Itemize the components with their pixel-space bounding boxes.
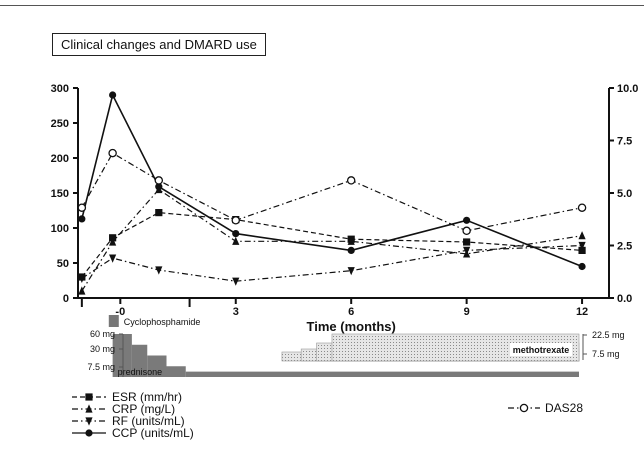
crp-marker — [347, 236, 355, 245]
crp-marker — [232, 236, 240, 245]
prednisone-label: prednisone — [118, 367, 163, 377]
crp-series-line — [81, 188, 583, 292]
left-tick-label: 250 — [51, 118, 69, 130]
das28-marker — [77, 203, 87, 212]
right-tick-label: 5.0 — [617, 188, 632, 200]
rf-marker — [578, 241, 586, 251]
esr-marker — [85, 393, 93, 401]
prednisone-dose-label: 30 mg — [90, 344, 115, 354]
prednisone-dose-label: 60 mg — [90, 329, 115, 339]
left-tick-label: 200 — [51, 153, 69, 165]
das28-marker — [346, 176, 356, 185]
legend-label: DAS28 — [545, 401, 583, 415]
legend-label: CCP (units/mL) — [112, 426, 194, 440]
rf-marker — [155, 266, 163, 275]
methotrexate-dose-label: 7.5 mg — [592, 349, 620, 359]
das28-marker — [154, 176, 164, 185]
left-tick-label: 100 — [51, 223, 69, 235]
ccp-marker — [109, 91, 117, 99]
das28-marker — [108, 148, 117, 158]
x-tick-label: 6 — [348, 306, 354, 318]
left-tick-label: 0 — [63, 293, 69, 305]
prednisone-bar — [147, 355, 167, 377]
prednisone-bar — [166, 366, 186, 377]
left-tick-label: 150 — [51, 188, 69, 200]
legend-label: RF (units/mL) — [112, 414, 185, 428]
ccp-marker — [578, 262, 586, 271]
x-tick-label: 9 — [464, 306, 470, 318]
legend-label: CRP (mg/L) — [112, 402, 175, 416]
ccp-marker — [155, 183, 163, 191]
rf-marker — [232, 277, 240, 286]
right-tick-label: 0.0 — [617, 293, 632, 305]
das28-marker — [519, 403, 529, 413]
esr-marker — [578, 246, 586, 254]
cyclophosphamide-label: Cyclophosphamide — [124, 317, 201, 327]
rf-marker — [463, 246, 471, 255]
prednisone-bar — [185, 371, 579, 377]
das28-marker — [577, 203, 587, 212]
prednisone-bar — [112, 334, 132, 377]
left-tick-label: 50 — [57, 258, 69, 270]
methotrexate-label-box — [510, 343, 572, 356]
top-rule — [0, 5, 644, 6]
right-tick-label: 7.5 — [617, 136, 632, 148]
esr-marker — [155, 209, 163, 217]
x-tick-label: 3 — [233, 306, 239, 318]
chart-title: Clinical changes and DMARD use — [52, 33, 266, 56]
cyclophosphamide-bar — [108, 315, 119, 327]
ccp-marker — [347, 246, 355, 254]
das28-marker — [462, 226, 471, 236]
right-tick-label: 2.5 — [617, 241, 632, 253]
crp-marker — [78, 286, 86, 295]
x-tick-label: -0 — [115, 306, 125, 318]
right-tick-label: 10.0 — [617, 83, 638, 95]
x-tick-label: 12 — [576, 306, 588, 318]
crp-marker — [85, 404, 93, 413]
legend-label: ESR (mm/hr) — [112, 390, 182, 404]
rf-marker — [347, 267, 355, 276]
rf-marker — [109, 254, 117, 263]
ccp-marker — [463, 216, 471, 224]
x-axis-label: Time (months) — [307, 319, 396, 334]
methotrexate-dose-label: 22.5 mg — [592, 330, 625, 340]
ccp-marker — [78, 215, 86, 223]
prednisone-dose-label: 7.5 mg — [87, 362, 115, 372]
prednisone-bar — [131, 344, 148, 377]
ccp-marker — [85, 429, 93, 437]
left-tick-label: 300 — [51, 83, 69, 95]
crp-marker — [109, 237, 117, 246]
rf-marker — [78, 274, 86, 283]
ccp-marker — [232, 230, 240, 238]
rf-marker — [85, 417, 93, 426]
crp-marker — [578, 231, 586, 240]
esr-marker — [463, 238, 471, 246]
das28-marker — [231, 216, 241, 225]
methotrexate-label: methotrexate — [513, 345, 570, 355]
rf-series-line — [81, 244, 583, 282]
